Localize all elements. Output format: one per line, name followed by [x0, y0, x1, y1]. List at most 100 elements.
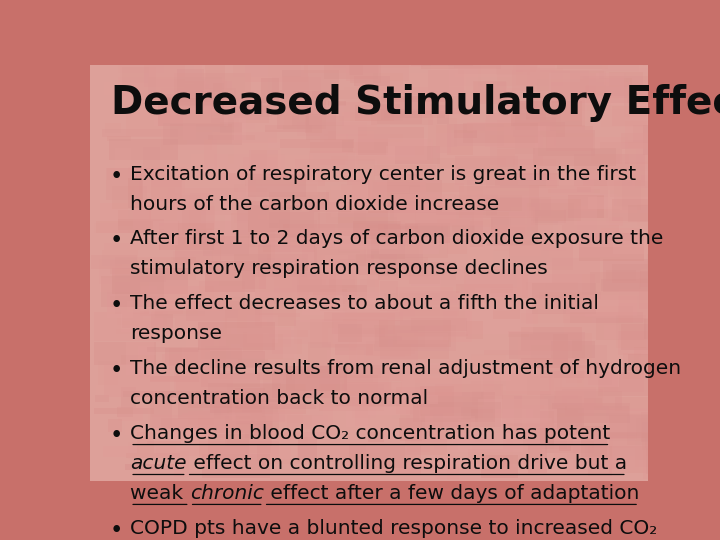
Bar	[352, 387, 376, 418]
Bar	[201, 373, 260, 387]
Bar	[536, 70, 598, 79]
Bar	[174, 371, 233, 396]
Bar	[103, 446, 176, 457]
Bar	[400, 203, 482, 226]
Bar	[108, 418, 122, 433]
Bar	[341, 382, 391, 394]
Bar	[415, 212, 474, 237]
Bar	[552, 258, 600, 282]
Bar	[409, 57, 423, 68]
Bar	[330, 186, 409, 217]
Bar	[203, 235, 249, 256]
Bar	[418, 407, 461, 420]
Bar	[468, 449, 542, 464]
Bar	[104, 123, 121, 133]
Bar	[646, 448, 697, 474]
Bar	[191, 154, 228, 183]
Bar	[226, 107, 284, 130]
Bar	[494, 239, 566, 251]
Bar	[548, 371, 585, 381]
Bar	[148, 77, 222, 105]
Bar	[198, 309, 237, 323]
Bar	[378, 262, 456, 280]
Bar	[507, 101, 538, 109]
Bar	[515, 103, 530, 130]
Bar	[278, 200, 337, 228]
Bar	[425, 416, 475, 442]
Bar	[643, 456, 694, 476]
Bar	[447, 238, 467, 253]
Bar	[399, 73, 467, 91]
Bar	[634, 347, 698, 375]
Bar	[364, 224, 444, 231]
Bar	[558, 220, 620, 247]
Bar	[121, 387, 136, 408]
Bar	[225, 416, 272, 447]
Bar	[366, 341, 411, 356]
Bar	[446, 361, 459, 377]
Bar	[182, 346, 205, 375]
Bar	[532, 283, 595, 314]
Bar	[382, 97, 450, 102]
Bar	[605, 68, 663, 99]
Bar	[390, 395, 438, 404]
Bar	[297, 278, 322, 285]
Bar	[397, 333, 448, 344]
Bar	[150, 376, 181, 381]
Bar	[202, 334, 283, 359]
Bar	[283, 76, 310, 97]
Bar	[259, 265, 342, 298]
Bar	[202, 454, 270, 477]
Bar	[465, 305, 534, 334]
Bar	[629, 148, 676, 166]
Bar	[310, 142, 388, 153]
Bar	[583, 179, 607, 186]
Bar	[398, 418, 471, 440]
Bar	[355, 224, 384, 230]
Bar	[549, 194, 616, 211]
Bar	[126, 342, 154, 375]
Bar	[229, 412, 303, 423]
Bar	[281, 139, 354, 148]
Bar	[464, 274, 535, 299]
Bar	[312, 90, 369, 99]
Bar	[375, 275, 441, 293]
Bar	[458, 419, 506, 425]
Bar	[355, 105, 394, 121]
Bar	[137, 432, 153, 454]
Bar	[147, 347, 199, 352]
Bar	[220, 231, 275, 260]
Bar	[199, 441, 279, 456]
Bar	[639, 66, 720, 72]
Bar	[135, 170, 209, 178]
Bar	[189, 107, 215, 114]
Bar	[560, 91, 593, 100]
Bar	[234, 118, 246, 140]
Bar	[601, 110, 683, 127]
Bar	[407, 446, 431, 452]
Bar	[266, 240, 326, 246]
Bar	[528, 445, 547, 473]
Bar	[626, 140, 683, 164]
Bar	[552, 399, 593, 423]
Bar	[248, 220, 317, 247]
Bar	[486, 197, 552, 217]
Bar	[212, 262, 292, 288]
Bar	[212, 109, 267, 118]
Text: chronic: chronic	[189, 484, 264, 503]
Bar	[242, 400, 277, 413]
Bar	[554, 429, 599, 459]
Bar	[602, 49, 639, 71]
Bar	[207, 230, 235, 236]
Bar	[552, 403, 629, 423]
Bar	[619, 86, 665, 99]
Bar	[455, 156, 518, 185]
Bar	[518, 340, 572, 369]
Bar	[632, 170, 678, 187]
Bar	[327, 349, 364, 365]
Bar	[257, 459, 321, 464]
Bar	[246, 315, 278, 343]
Bar	[310, 402, 333, 426]
Bar	[647, 254, 662, 276]
Bar	[598, 372, 649, 396]
